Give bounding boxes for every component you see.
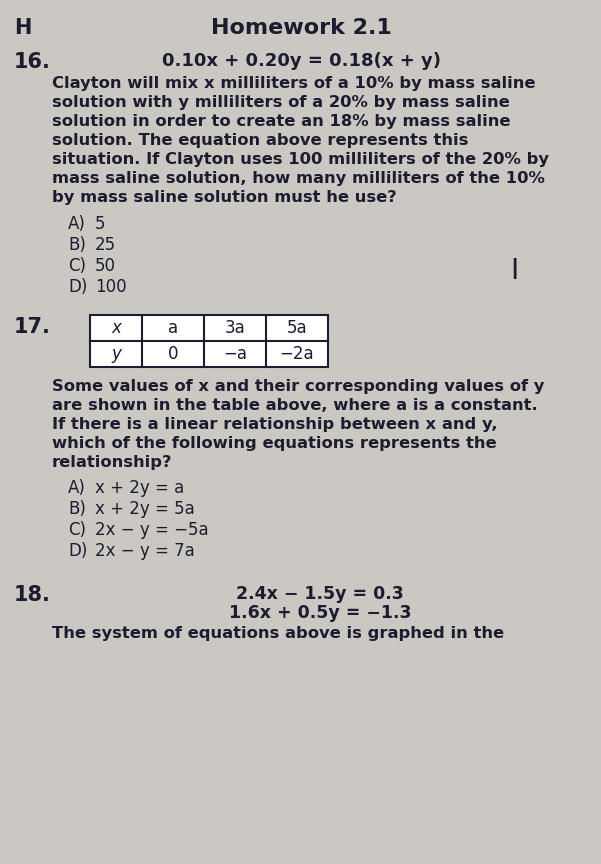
Text: 5: 5: [95, 215, 106, 233]
Text: x + 2y = a: x + 2y = a: [95, 479, 185, 497]
Text: 50: 50: [95, 257, 116, 275]
Text: A): A): [68, 479, 86, 497]
Text: mass saline solution, how many milliliters of the 10%: mass saline solution, how many millilite…: [52, 171, 545, 186]
Text: relationship?: relationship?: [52, 455, 172, 470]
Text: 2x − y = 7a: 2x − y = 7a: [95, 542, 195, 560]
Text: 17.: 17.: [14, 317, 51, 337]
Text: Homework 2.1: Homework 2.1: [210, 18, 391, 38]
Text: B): B): [68, 500, 86, 518]
Text: 0.10x + 0.20y = 0.18(x + y): 0.10x + 0.20y = 0.18(x + y): [162, 52, 441, 70]
Text: 18.: 18.: [14, 585, 51, 605]
Text: −a: −a: [223, 345, 247, 363]
Text: The system of equations above is graphed in the: The system of equations above is graphed…: [52, 626, 504, 641]
Text: x: x: [111, 319, 121, 337]
Text: D): D): [68, 542, 87, 560]
Text: I: I: [510, 257, 518, 285]
Text: 100: 100: [95, 278, 127, 296]
Text: 5a: 5a: [287, 319, 307, 337]
Text: C): C): [68, 257, 86, 275]
Text: H: H: [14, 18, 31, 38]
Text: 1.6x + 0.5y = −1.3: 1.6x + 0.5y = −1.3: [229, 604, 411, 622]
Text: B): B): [68, 236, 86, 254]
Text: Clayton will mix x milliliters of a 10% by mass saline: Clayton will mix x milliliters of a 10% …: [52, 76, 535, 91]
Text: a: a: [168, 319, 178, 337]
Text: which of the following equations represents the: which of the following equations represe…: [52, 436, 496, 451]
Text: x + 2y = 5a: x + 2y = 5a: [95, 500, 195, 518]
Text: C): C): [68, 521, 86, 539]
Text: If there is a linear relationship between x and y,: If there is a linear relationship betwee…: [52, 417, 498, 432]
Bar: [90, 315, 328, 367]
Text: 3a: 3a: [225, 319, 245, 337]
Text: −2a: −2a: [279, 345, 314, 363]
Text: 0: 0: [168, 345, 178, 363]
Text: 16.: 16.: [14, 52, 51, 72]
Text: by mass saline solution must he use?: by mass saline solution must he use?: [52, 190, 397, 205]
Text: solution with y milliliters of a 20% by mass saline: solution with y milliliters of a 20% by …: [52, 95, 510, 110]
Text: 2.4x − 1.5y = 0.3: 2.4x − 1.5y = 0.3: [236, 585, 404, 603]
Text: situation. If Clayton uses 100 milliliters of the 20% by: situation. If Clayton uses 100 millilite…: [52, 152, 549, 167]
Text: y: y: [111, 345, 121, 363]
Text: 2x − y = −5a: 2x − y = −5a: [95, 521, 209, 539]
Text: are shown in the table above, where a is a constant.: are shown in the table above, where a is…: [52, 398, 538, 413]
Text: solution in order to create an 18% by mass saline: solution in order to create an 18% by ma…: [52, 114, 510, 129]
Text: A): A): [68, 215, 86, 233]
Text: solution. The equation above represents this: solution. The equation above represents …: [52, 133, 468, 148]
Text: Some values of x and their corresponding values of y: Some values of x and their corresponding…: [52, 379, 545, 394]
Text: 25: 25: [95, 236, 116, 254]
Text: D): D): [68, 278, 87, 296]
